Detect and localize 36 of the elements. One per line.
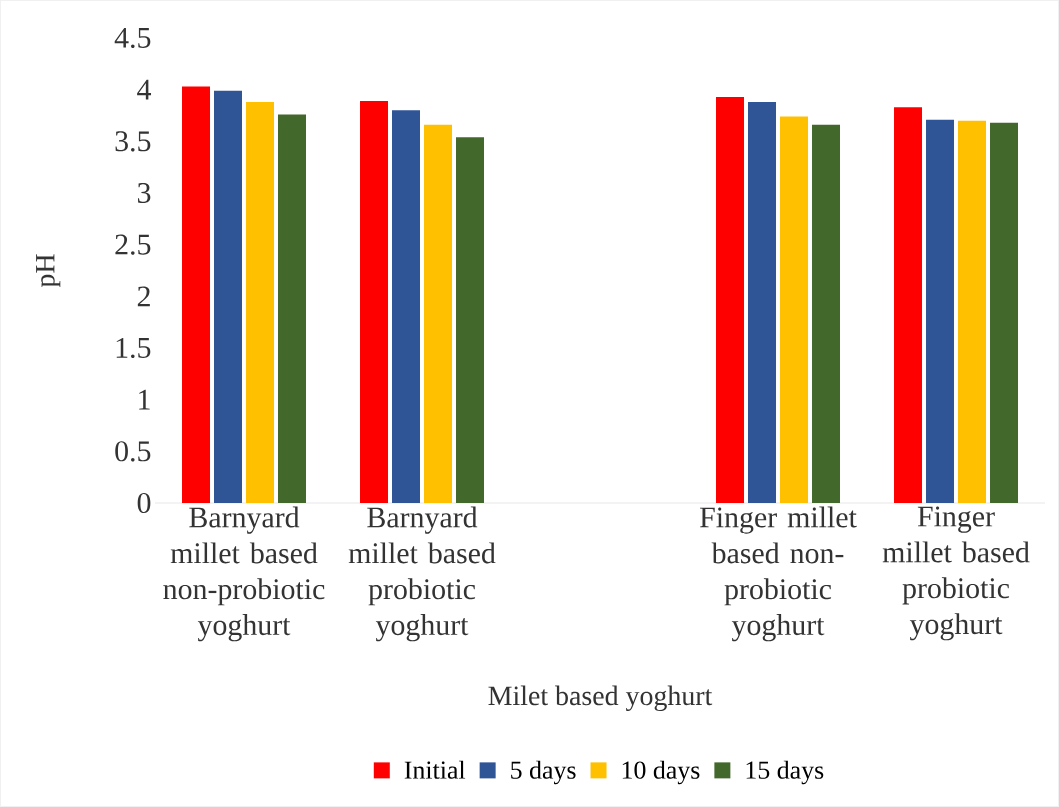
y-tick-label: 4 (137, 79, 152, 100)
bar (926, 119, 955, 503)
bar (392, 110, 420, 503)
y-tick-label: 2.5 (115, 234, 151, 255)
x-axis-title: Milet based yoghurt (488, 685, 713, 711)
y-axis-title: pH (36, 254, 61, 288)
bar (214, 90, 242, 503)
x-tick-label: Finger millet based non-probiotic yoghurt (700, 506, 857, 642)
y-tick-label: 1 (139, 389, 150, 410)
bar (424, 124, 452, 503)
y-tick-label: 0.5 (115, 441, 151, 462)
bar (894, 107, 923, 503)
bar (990, 122, 1019, 503)
y-tick-label: 3 (137, 182, 151, 204)
bar (360, 101, 388, 503)
bar (780, 116, 809, 503)
bar (748, 102, 777, 503)
legend-label: 5 days (511, 760, 576, 785)
bar (182, 86, 210, 503)
bar (456, 137, 484, 503)
y-tick-label: 0 (137, 492, 151, 514)
bar (812, 124, 841, 503)
legend-label: Initial (404, 760, 466, 779)
legend-label: 15 days (746, 760, 824, 785)
legend-label: 10 days (622, 760, 700, 785)
x-tick-label: Finger millet based probiotic yoghurt (882, 506, 1030, 641)
x-tick-label: Barnyard millet based non-probiotic yoghurt (163, 506, 325, 642)
bar (246, 102, 274, 503)
x-tick-label: Barnyard millet based probiotic yoghurt (348, 506, 496, 642)
y-tick-label: 4.5 (114, 27, 151, 49)
y-tick-label: 2 (137, 286, 150, 307)
bar (958, 120, 987, 503)
bar (278, 114, 306, 503)
bar (716, 96, 744, 503)
y-tick-label: 3.5 (115, 131, 151, 152)
y-tick-label: 1.5 (116, 337, 151, 359)
